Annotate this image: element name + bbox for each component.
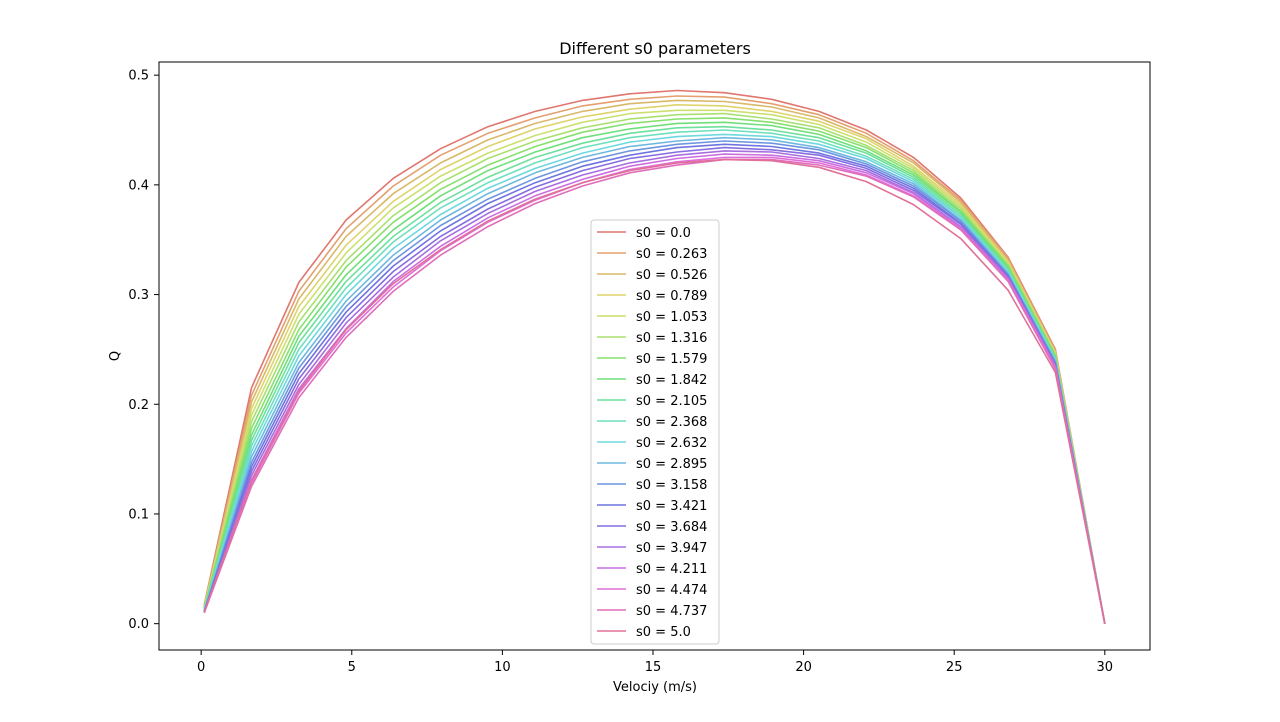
x-tick-label: 15 [645, 660, 662, 675]
series-line [203, 158, 1106, 624]
series-line [203, 109, 1106, 624]
legend-label: s0 = 0.0 [636, 226, 691, 241]
legend-label: s0 = 0.263 [636, 247, 707, 262]
series-line [203, 112, 1106, 624]
legend-label: s0 = 1.316 [636, 331, 707, 346]
x-axis-label: Velociy (m/s) [613, 680, 697, 695]
x-tick-label: 25 [946, 660, 963, 675]
y-tick-label: 0.2 [128, 398, 149, 413]
legend-label: s0 = 4.211 [636, 562, 707, 577]
series-line [203, 133, 1106, 624]
legend-label: s0 = 2.368 [636, 415, 707, 430]
series-line [203, 150, 1106, 624]
series-lines [203, 89, 1106, 624]
legend-label: s0 = 3.421 [636, 499, 707, 514]
chart-title: Different s0 parameters [559, 39, 751, 58]
y-axis-ticks: 0.0 0.1 0.2 0.3 0.4 0.5 [128, 69, 159, 632]
series-line [203, 125, 1106, 624]
series-line [203, 95, 1106, 624]
series-line [203, 99, 1106, 624]
legend-label: s0 = 1.579 [636, 352, 707, 367]
legend-label: s0 = 1.842 [636, 373, 707, 388]
plot-frame [158, 61, 1151, 651]
x-tick-label: 30 [1097, 660, 1114, 675]
series-line [203, 89, 1106, 624]
series-line [203, 156, 1106, 624]
y-tick-label: 0.5 [128, 69, 149, 84]
series-line [203, 143, 1106, 624]
x-tick-label: 5 [348, 660, 356, 675]
x-axis-ticks: 0 5 10 15 20 25 30 [197, 650, 1113, 675]
series-line [203, 136, 1106, 624]
legend-label: s0 = 0.789 [636, 289, 707, 304]
legend-box [590, 219, 720, 645]
legend-label: s0 = 3.158 [636, 478, 707, 493]
legend-label: s0 = 4.474 [636, 583, 707, 598]
series-line [203, 146, 1106, 624]
legend-label: s0 = 3.684 [636, 520, 707, 535]
y-tick-label: 0.3 [128, 288, 149, 303]
legend-label: s0 = 2.632 [636, 436, 707, 451]
series-line [203, 121, 1106, 624]
legend-label: s0 = 1.053 [636, 310, 707, 325]
series-line [203, 153, 1106, 624]
series-line [203, 117, 1106, 624]
legend-label: s0 = 2.895 [636, 457, 707, 472]
y-axis-label: Q [108, 351, 123, 361]
legend-label: s0 = 2.105 [636, 394, 707, 409]
series-line [203, 129, 1106, 624]
legend-label: s0 = 0.526 [636, 268, 707, 283]
y-tick-label: 0.4 [128, 178, 149, 193]
legend: s0 = 0.0 s0 = 0.263 s0 = 0.526 s0 = 0.789 s0… [590, 219, 720, 645]
x-tick-label: 0 [197, 660, 205, 675]
legend-label: s0 = 4.737 [636, 604, 707, 619]
legend-label: s0 = 5.0 [636, 625, 691, 640]
y-tick-label: 0.0 [128, 617, 149, 632]
series-line [203, 158, 1106, 624]
series-line [203, 140, 1106, 624]
series-line [203, 104, 1106, 624]
x-tick-label: 20 [795, 660, 812, 675]
legend-label: s0 = 3.947 [636, 541, 707, 556]
y-tick-label: 0.1 [128, 507, 149, 522]
x-tick-label: 10 [494, 660, 511, 675]
